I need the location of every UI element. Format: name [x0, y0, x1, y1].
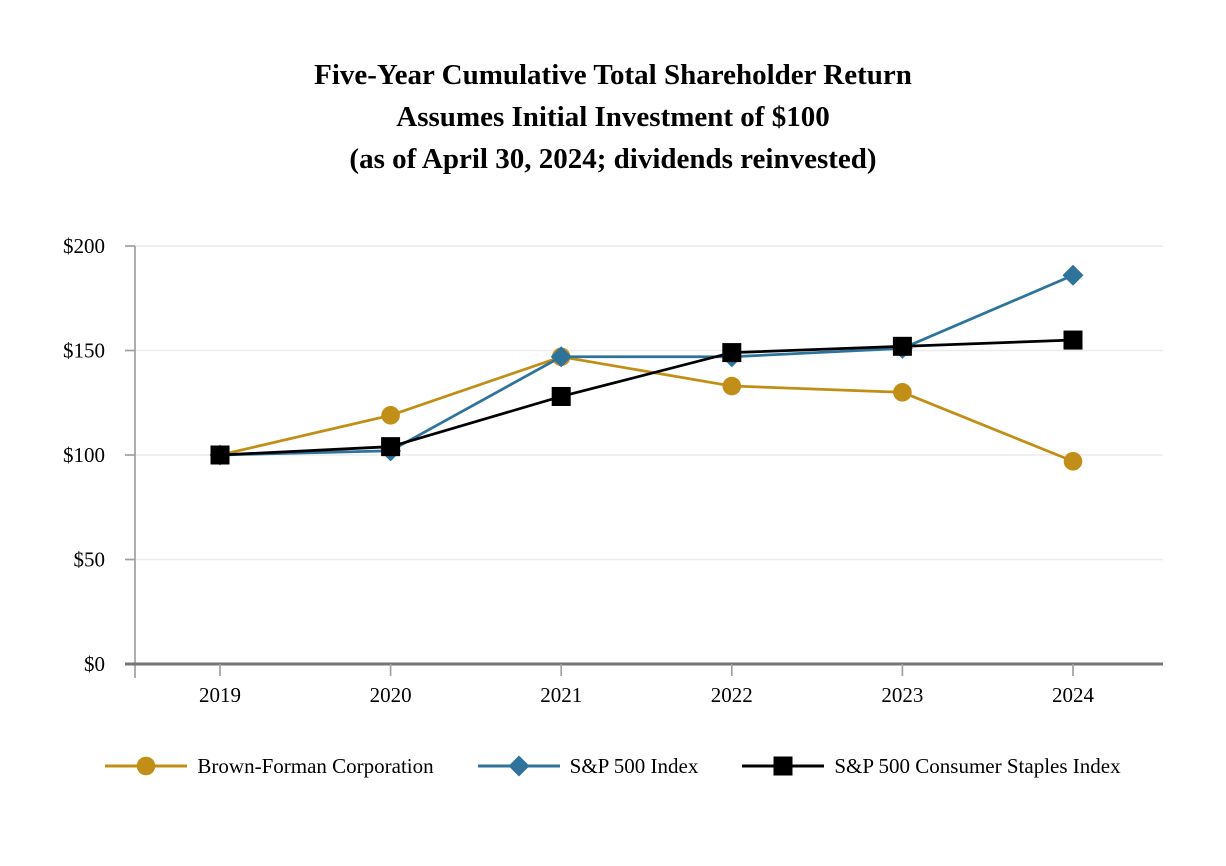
y-tick-label: $100 — [63, 443, 105, 467]
series-line — [219, 338, 1074, 457]
y-tick-label: $50 — [74, 548, 106, 572]
circle-marker — [137, 756, 156, 776]
square-marker — [773, 756, 793, 776]
square-marker — [722, 343, 742, 363]
chart-legend: Brown-Forman Corporation S&P 500 Index S… — [0, 753, 1226, 779]
legend-label-sp500-consumer-staples: S&P 500 Consumer Staples Index — [834, 754, 1121, 778]
legend-label-sp500: S&P 500 Index — [569, 754, 699, 778]
x-tick-label: 2022 — [711, 683, 753, 707]
circle-marker — [893, 383, 912, 402]
x-tick-label: 2023 — [881, 683, 923, 707]
square-marker — [1063, 330, 1083, 350]
x-tick-label: 2020 — [370, 683, 412, 707]
y-tick-label: $0 — [84, 652, 105, 676]
axes — [125, 245, 1163, 678]
circle-marker — [722, 376, 742, 396]
legend-item-sp500: S&P 500 Index — [477, 753, 699, 779]
diamond-marker — [508, 755, 530, 777]
x-tick-label: 2024 — [1052, 683, 1095, 707]
x-tick-label: 2021 — [540, 683, 582, 707]
brown-forman-line-circle-swatch — [105, 756, 188, 776]
chart-title-line-3: (as of April 30, 2024; dividends reinves… — [349, 143, 877, 175]
series-line — [219, 273, 1074, 457]
series-line — [219, 355, 1074, 463]
chart-title: Five-Year Cumulative Total Shareholder R… — [0, 54, 1226, 180]
legend-item-brown-forman: Brown-Forman Corporation — [105, 753, 434, 779]
square-marker — [551, 386, 571, 406]
chart-title-line-1: Five-Year Cumulative Total Shareholder R… — [314, 59, 912, 91]
diamond-marker — [1062, 264, 1084, 286]
chart-title-line-2: Assumes Initial Investment of $100 — [396, 101, 830, 133]
y-tick-label: $150 — [63, 339, 105, 363]
x-tick-label: 2019 — [199, 683, 241, 707]
sp500-line-diamond-swatch — [477, 755, 560, 777]
legend-item-sp500-consumer-staples: S&P 500 Consumer Staples Index — [742, 753, 1121, 779]
square-marker — [210, 445, 230, 465]
circle-marker — [381, 405, 400, 425]
square-marker — [381, 437, 401, 457]
series-s-p-500-index — [209, 264, 1084, 466]
y-tick-label: $200 — [63, 234, 105, 258]
series-s-p-500-consumer-staples-index — [210, 330, 1083, 465]
legend-label-brown-forman: Brown-Forman Corporation — [197, 754, 434, 778]
axis-labels: $0 $50 $100 $150 $200 2019 2020 2021 2022 2023 202… — [63, 234, 1095, 707]
circle-marker — [1063, 451, 1083, 471]
square-marker — [892, 336, 912, 356]
line-chart-plot: $0 $50 $100 $150 $200 2019 2020 2021 2022 2023 202… — [63, 234, 1163, 707]
diamond-marker — [550, 346, 572, 368]
gridlines — [135, 245, 1163, 561]
sp500-consumer-staples-line-square-swatch — [742, 756, 825, 776]
